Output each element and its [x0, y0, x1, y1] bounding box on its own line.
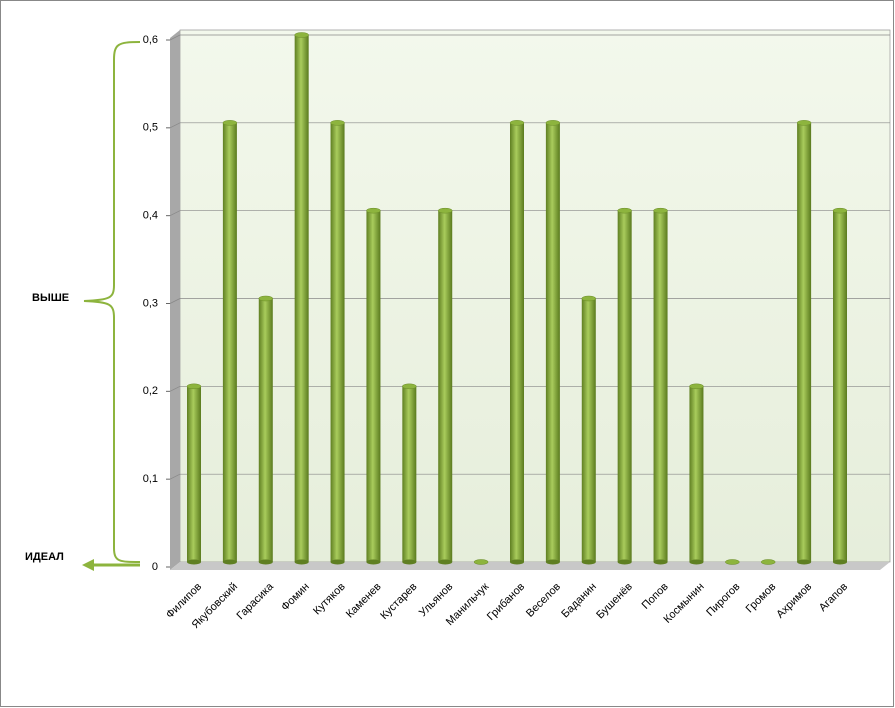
bar-cap [366, 207, 381, 214]
bar [617, 210, 632, 562]
bar-bottom [402, 559, 417, 565]
bar-cap [294, 32, 309, 38]
bar [510, 122, 524, 562]
bar-cap [581, 295, 597, 302]
brace [83, 41, 141, 563]
bar-bottom [833, 559, 847, 565]
bar-bottom [617, 559, 632, 565]
bar-cap [258, 295, 274, 302]
bar [833, 210, 847, 562]
x-tick-label: Ахримов [774, 581, 814, 621]
bar-cap [437, 207, 453, 214]
bar [797, 122, 812, 562]
annotation: ВЫШЕ [32, 292, 69, 304]
x-tick-label: Попов [640, 581, 671, 612]
bar-bottom [438, 559, 453, 565]
x-tick-label: Бушенёв [594, 581, 635, 622]
bar-cap [402, 383, 417, 390]
bar-bottom [581, 559, 596, 565]
bar-cap [653, 207, 668, 214]
grid-line [169, 122, 181, 129]
bar-cap [330, 120, 345, 126]
bar-bottom [187, 559, 201, 565]
bar-bottom [653, 559, 668, 565]
annotation: ИДЕАЛ [25, 551, 64, 563]
bar [187, 386, 201, 562]
bar-cap [617, 207, 632, 214]
y-tick-label: 0 [152, 561, 158, 573]
x-tick-label: Пирогов [704, 581, 742, 619]
x-tick-label: Фомин [279, 581, 312, 614]
x-tick-label: Кутяков [311, 581, 348, 618]
y-tick-label: 0,4 [143, 210, 158, 222]
x-tick-label: Кустарев [378, 581, 419, 622]
bar-cap [222, 120, 238, 126]
x-tick-label: Агапов [817, 581, 850, 614]
bar [438, 210, 453, 562]
side-wall [170, 30, 180, 570]
arrow-head [82, 559, 94, 571]
bar [402, 386, 417, 562]
bar [222, 122, 237, 562]
bar [258, 298, 273, 562]
y-tick-label: 0,6 [143, 34, 158, 46]
x-tick-label: Веселов [524, 581, 563, 620]
x-tick-label: Каменев [344, 581, 384, 621]
bar-cap [760, 559, 776, 565]
bar [581, 298, 596, 562]
bar-cap [796, 120, 812, 126]
bar [653, 210, 668, 562]
grid-line [169, 210, 181, 216]
bar-bottom [330, 559, 345, 565]
x-tick-label: Гарасика [235, 580, 277, 622]
bar-cap [832, 207, 848, 214]
bar [689, 386, 704, 562]
bar [330, 122, 345, 562]
grid-line [169, 34, 181, 41]
grid-line [169, 298, 181, 304]
x-tick-label: Грибанов [485, 581, 527, 623]
grid-line [169, 473, 181, 480]
back-wall [179, 29, 891, 563]
bar-bottom [797, 559, 812, 565]
y-tick-label: 0,2 [143, 385, 158, 397]
bar-cap [473, 559, 489, 565]
bar-bottom [258, 559, 273, 565]
y-tick-label: 0,5 [143, 122, 158, 134]
bar-cap [689, 383, 704, 390]
x-tick-label: Баданин [559, 581, 599, 621]
bar-bottom [689, 559, 704, 565]
x-tick-label: Громов [744, 581, 779, 616]
bar-bottom [294, 559, 309, 565]
bar [545, 122, 560, 562]
bar-cap [186, 383, 202, 390]
y-tick-label: 0,3 [143, 297, 158, 309]
bar-bottom [222, 559, 237, 565]
bar-cap [725, 559, 740, 565]
bar [294, 35, 309, 562]
bar-cap [545, 120, 561, 126]
bar-bottom [510, 559, 524, 565]
bar [366, 210, 381, 562]
bar-bottom [545, 559, 560, 565]
grid-line [169, 386, 181, 392]
bar-cap [509, 120, 525, 126]
bar-bottom [366, 559, 381, 565]
floor [170, 562, 890, 570]
y-tick-label: 0,1 [143, 473, 158, 485]
